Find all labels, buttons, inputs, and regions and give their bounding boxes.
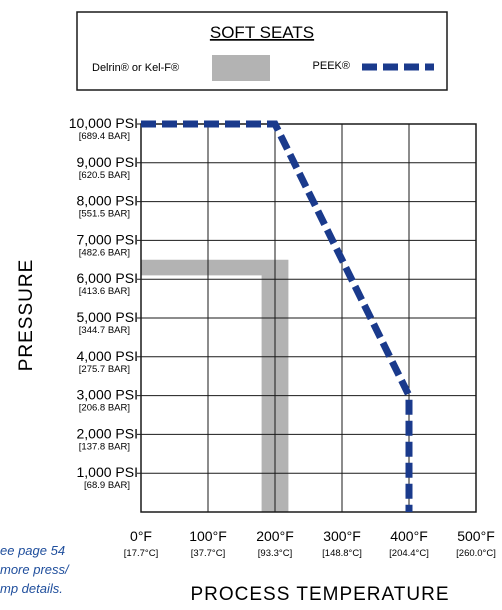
plot-area: 10,000 PSI[689.4 BAR] 9,000 PSI[620.5 BAR… <box>69 115 496 559</box>
x-tick-sublabel-3: [148.8°C] <box>322 548 362 559</box>
y-tick-label-8: 2,000 PSI <box>77 425 139 441</box>
note-line-3: mp details. <box>0 581 63 596</box>
y-tick-sublabel-5: [344.7 BAR] <box>79 325 130 336</box>
delrin-region <box>141 259 289 512</box>
y-tick-sublabel-6: [275.7 BAR] <box>79 364 130 375</box>
y-tick-sublabel-3: [482.6 BAR] <box>79 247 130 258</box>
delrin-layer <box>141 259 289 512</box>
y-tick-label-5: 5,000 PSI <box>77 309 139 325</box>
x-tick-label-0: 0°F <box>130 528 152 544</box>
note-line-2: more press/ <box>0 562 70 577</box>
y-tick-sublabel-4: [413.6 BAR] <box>79 286 130 297</box>
x-tick-label-3: 300°F <box>323 528 361 544</box>
x-tick-sublabel-5: [260.0°C] <box>456 548 496 559</box>
x-axis-ticks: 0°F [17.7°C] 100°F [37.7°C] 200°F [93.3°C] 300… <box>124 528 496 559</box>
y-tick-label-9: 1,000 PSI <box>77 464 139 480</box>
y-axis-ticks: 10,000 PSI[689.4 BAR] 9,000 PSI[620.5 BAR… <box>69 115 138 491</box>
y-tick-label-3: 7,000 PSI <box>77 231 139 247</box>
y-tick-sublabel-0: [689.4 BAR] <box>79 131 130 142</box>
y-tick-label-1: 9,000 PSI <box>77 154 139 170</box>
peek-line <box>141 120 413 512</box>
x-tick-sublabel-4: [204.4°C] <box>389 548 429 559</box>
legend-swatch-delrin <box>212 55 270 81</box>
y-tick-sublabel-9: [68.9 BAR] <box>84 480 130 491</box>
y-tick-label-6: 4,000 PSI <box>77 348 139 364</box>
legend-title: SOFT SEATS <box>210 23 314 42</box>
y-tick-sublabel-1: [620.5 BAR] <box>79 170 130 181</box>
y-tick-sublabel-8: [137.8 BAR] <box>79 441 130 452</box>
x-tick-label-1: 100°F <box>189 528 227 544</box>
y-tick-sublabel-7: [206.8 BAR] <box>79 403 130 414</box>
x-axis-title: PROCESS TEMPERATURE <box>190 584 449 605</box>
y-tick-label-7: 3,000 PSI <box>77 387 139 403</box>
x-tick-sublabel-2: [93.3°C] <box>258 548 292 559</box>
y-tick-label-2: 8,000 PSI <box>77 193 139 209</box>
x-tick-sublabel-0: [17.7°C] <box>124 548 158 559</box>
y-tick-label-0: 10,000 PSI <box>69 115 138 131</box>
legend-label-delrin: Delrin® or Kel-F® <box>92 62 179 74</box>
y-tick-sublabel-2: [551.5 BAR] <box>79 209 130 220</box>
x-tick-label-2: 200°F <box>256 528 294 544</box>
legend-label-peek: PEEK® <box>313 60 350 72</box>
plot-frame <box>140 123 477 513</box>
legend: SOFT SEATS Delrin® or Kel-F® PEEK® <box>76 11 448 91</box>
peek-layer <box>141 120 413 512</box>
x-tick-sublabel-1: [37.7°C] <box>191 548 225 559</box>
note-line-1: ee page 54 <box>0 543 65 558</box>
y-tick-label-4: 6,000 PSI <box>77 270 139 286</box>
x-tick-label-5: 500°F <box>457 528 495 544</box>
x-tick-label-4: 400°F <box>390 528 428 544</box>
y-axis-title: PRESSURE <box>16 259 37 372</box>
page-reference-note: ee page 54 more press/ mp details. <box>0 543 70 596</box>
